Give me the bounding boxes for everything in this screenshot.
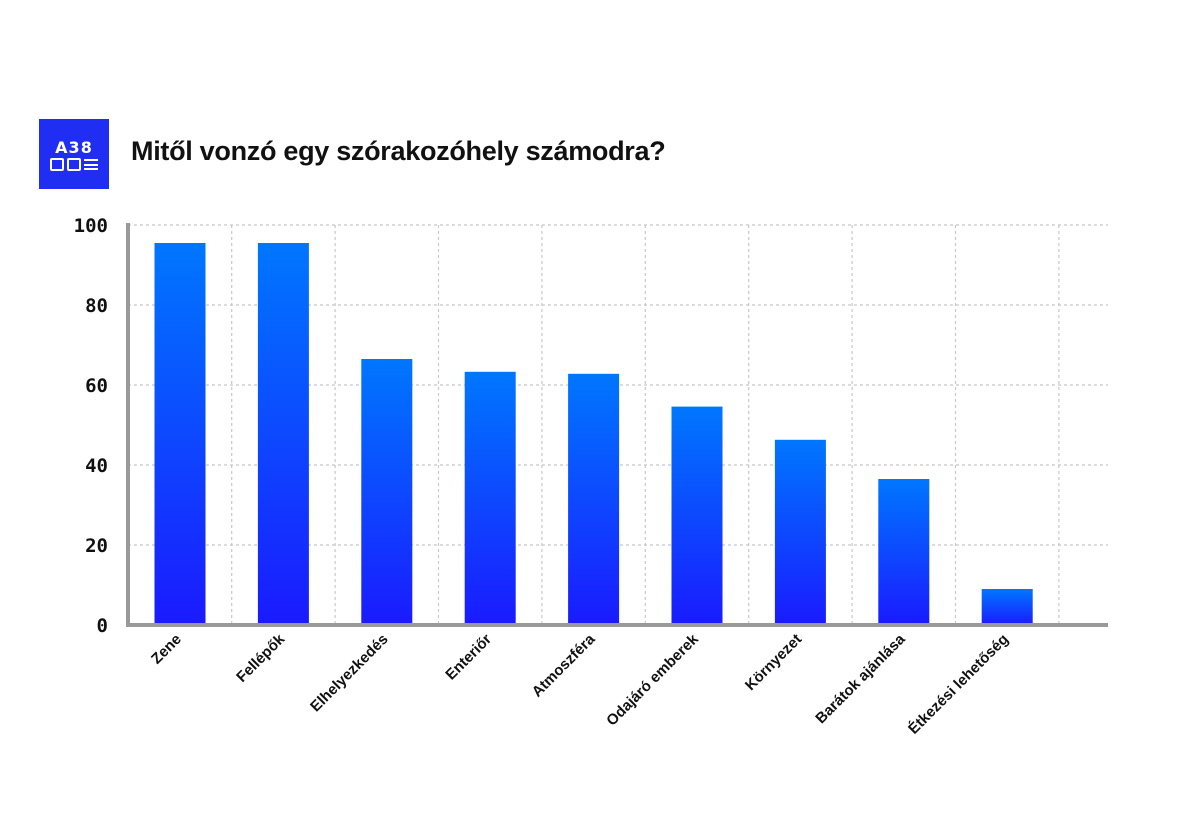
lines-icon — [84, 158, 98, 171]
y-tick-label: 60 — [85, 375, 108, 397]
bar — [464, 371, 516, 625]
bar — [774, 439, 826, 625]
a-box-icon — [50, 158, 64, 171]
bar — [361, 359, 413, 625]
circle-bar-icon — [67, 158, 81, 171]
y-tick-label: 100 — [74, 215, 108, 237]
bar — [878, 479, 930, 625]
x-category-label: Zene — [148, 631, 185, 668]
x-category-label: Barátok ajánlása — [812, 630, 909, 727]
axes — [126, 223, 1108, 627]
bar — [981, 589, 1033, 625]
chart-title: Mitől vonzó egy szórakozóhely számodra? — [131, 136, 666, 166]
bars — [154, 243, 1033, 625]
bar — [568, 373, 620, 625]
bar — [154, 243, 206, 625]
y-tick-label: 40 — [85, 455, 108, 477]
x-category-label: Odajáró emberek — [603, 630, 702, 729]
y-tick-label: 20 — [85, 535, 108, 557]
brand-logo: A38 — [39, 119, 109, 189]
bar — [257, 243, 309, 625]
logo-text: A38 — [55, 138, 93, 157]
y-tick-label: 80 — [85, 295, 108, 317]
x-category-label: Enteriőr — [442, 631, 495, 684]
logo-icons — [50, 158, 98, 171]
y-tick-labels: 0 20 40 60 80 100 — [74, 215, 108, 637]
x-category-label: Atmoszféra — [529, 630, 599, 700]
x-category-label: Környezet — [742, 631, 805, 694]
y-tick-label: 0 — [97, 615, 108, 637]
bar — [671, 406, 723, 625]
x-category-label: Fellépők — [233, 630, 289, 686]
x-category-label: Elhelyezkedés — [307, 631, 392, 716]
x-category-label: Étkezési lehetőség — [905, 631, 1012, 738]
x-category-labels: Zene Fellépők Elhelyezkedés Enteriőr Atmoszf… — [148, 630, 1012, 737]
